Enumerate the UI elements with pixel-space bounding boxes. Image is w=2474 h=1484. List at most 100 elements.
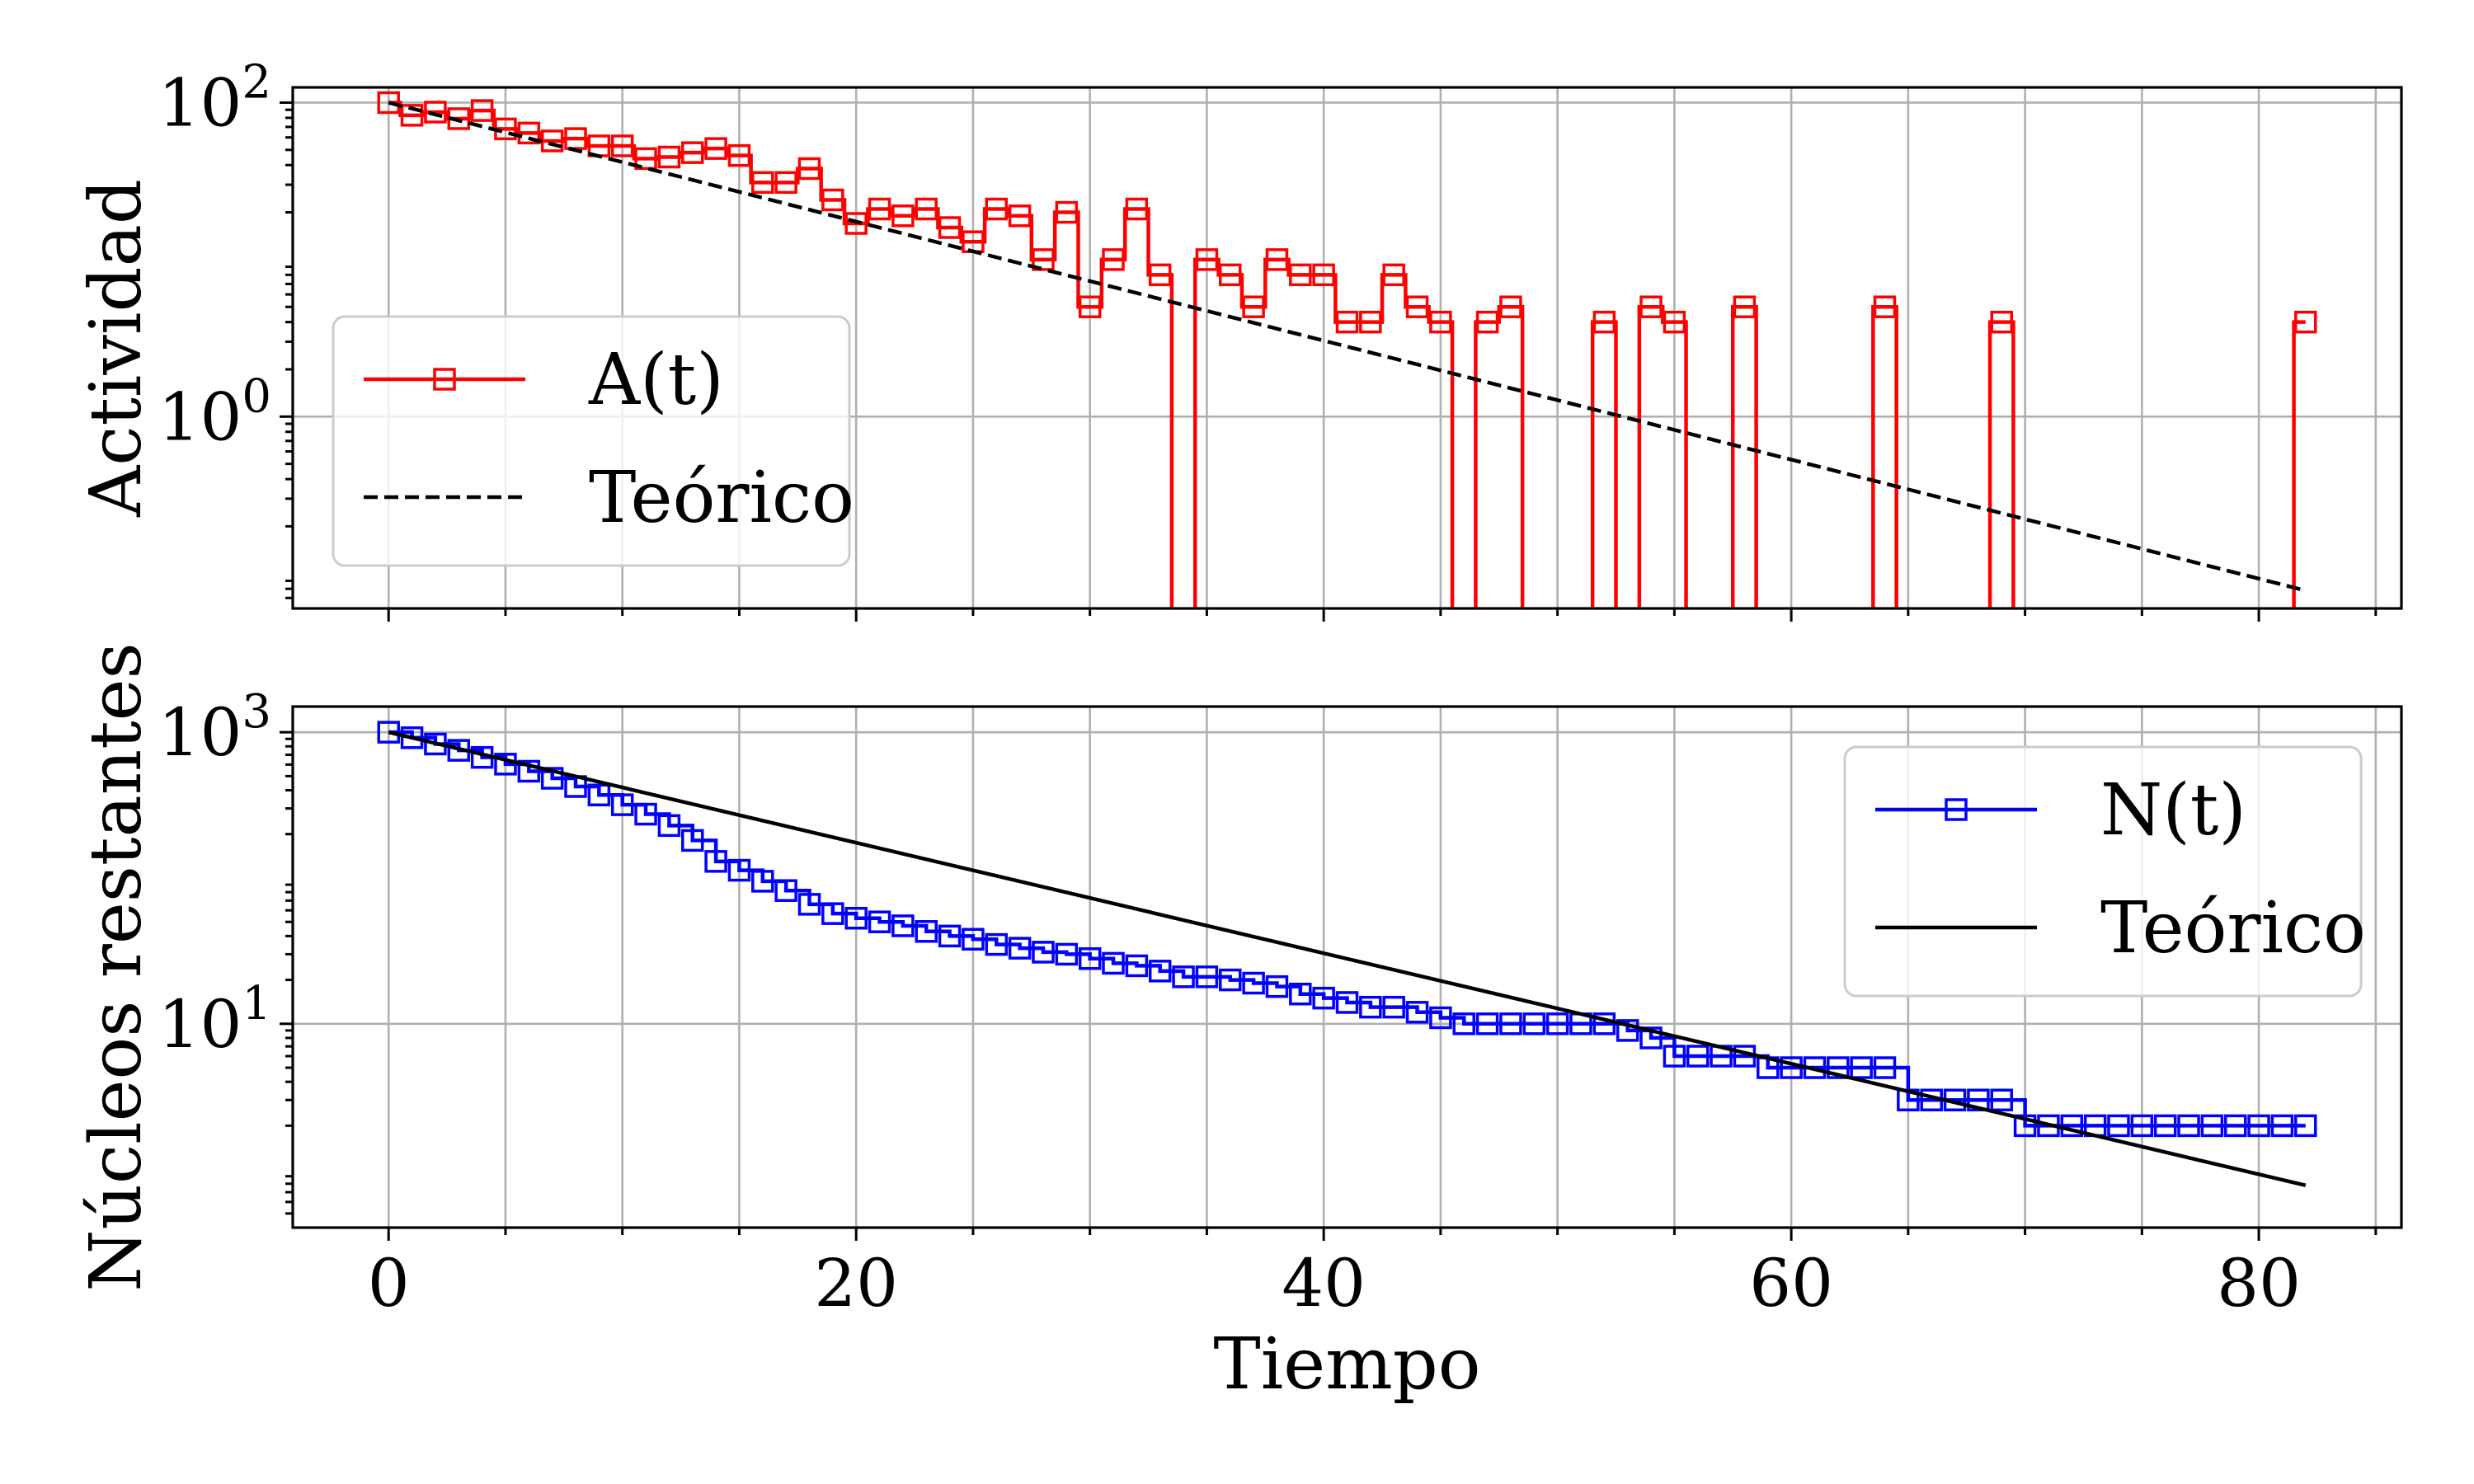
data-point bbox=[1312, 263, 1335, 287]
data-point bbox=[704, 850, 727, 873]
series-line-a-t bbox=[388, 101, 2306, 608]
data-point bbox=[657, 814, 681, 838]
data-point bbox=[2247, 1114, 2270, 1138]
data-point bbox=[1195, 248, 1219, 271]
y-axis-label: Núcleos restantes bbox=[75, 642, 158, 1291]
data-point bbox=[1686, 1045, 1710, 1068]
data-point bbox=[2153, 1114, 2177, 1138]
series-line-teorico bbox=[388, 730, 2307, 1187]
data-point bbox=[634, 147, 657, 171]
data-point bbox=[2223, 1114, 2247, 1138]
data-point bbox=[517, 121, 541, 145]
data-point bbox=[1102, 248, 1125, 271]
data-point bbox=[1265, 248, 1289, 271]
data-point bbox=[751, 870, 774, 893]
data-point bbox=[1242, 295, 1265, 318]
y-tick-label: 102 bbox=[158, 55, 271, 141]
data-point bbox=[1102, 951, 1125, 975]
data-point bbox=[517, 759, 541, 783]
data-point bbox=[1148, 263, 1172, 287]
data-point bbox=[704, 137, 727, 160]
data-point bbox=[844, 212, 868, 235]
data-point bbox=[400, 104, 424, 127]
data-point bbox=[938, 216, 962, 239]
legend-label-teorico: Teórico bbox=[589, 457, 854, 539]
data-point bbox=[2060, 1114, 2084, 1138]
data-point bbox=[751, 171, 774, 195]
data-point bbox=[1148, 960, 1172, 983]
data-point bbox=[891, 914, 915, 937]
data-point bbox=[868, 910, 891, 933]
data-point bbox=[1663, 1045, 1686, 1068]
data-point bbox=[1522, 1012, 1546, 1036]
legend: N(t) Teórico bbox=[1843, 745, 2366, 998]
data-point bbox=[938, 924, 962, 948]
activity-chart-panel: 100 102 A(t) Teórico Actividad bbox=[75, 55, 2403, 622]
data-point bbox=[1592, 1012, 1616, 1036]
data-point bbox=[1125, 954, 1149, 978]
nuclei-chart-panel: 0 20 40 60 80 101 103 N(t) Teórico Núcleos restan… bbox=[75, 642, 2403, 1406]
data-point bbox=[915, 920, 938, 943]
data-point bbox=[962, 928, 985, 951]
y-tick-label: 103 bbox=[158, 685, 271, 771]
data-point bbox=[1078, 946, 1102, 970]
data-point bbox=[400, 726, 424, 749]
legend-marker bbox=[1945, 798, 1968, 821]
legend-label-teorico: Teórico bbox=[2100, 887, 2366, 970]
legend-label-a-t: A(t) bbox=[588, 339, 724, 421]
data-point bbox=[844, 906, 868, 930]
data-point bbox=[1639, 1026, 1663, 1050]
data-point bbox=[1335, 310, 1359, 334]
data-point bbox=[1967, 1088, 1990, 1112]
series-teorico bbox=[388, 730, 2307, 1187]
data-point bbox=[1592, 310, 1616, 334]
data-point bbox=[2200, 1114, 2224, 1138]
data-point bbox=[985, 932, 1009, 956]
data-point bbox=[774, 171, 797, 195]
data-point bbox=[540, 767, 564, 790]
data-point bbox=[774, 879, 797, 902]
data-point bbox=[1265, 974, 1289, 998]
y-tick-label: 100 bbox=[158, 369, 271, 455]
data-point bbox=[1195, 965, 1219, 989]
data-point bbox=[2270, 1114, 2294, 1138]
data-point bbox=[1827, 1056, 1850, 1079]
data-point bbox=[1032, 248, 1055, 271]
data-point bbox=[587, 783, 611, 807]
series-a-t bbox=[377, 91, 2317, 608]
x-axis-label: Tiempo bbox=[1213, 1323, 1480, 1406]
data-point bbox=[1405, 295, 1429, 318]
x-tick-label: 20 bbox=[814, 1245, 898, 1322]
data-point bbox=[1289, 263, 1312, 287]
data-point bbox=[1733, 295, 1757, 318]
data-point bbox=[1990, 310, 2013, 334]
data-point bbox=[1335, 991, 1359, 1014]
data-point bbox=[2130, 1114, 2154, 1138]
legend-label-n-t: N(t) bbox=[2100, 769, 2246, 852]
data-point bbox=[1499, 1012, 1522, 1036]
data-point bbox=[657, 145, 681, 169]
data-point bbox=[985, 197, 1009, 221]
data-point bbox=[821, 902, 844, 925]
data-point bbox=[1289, 982, 1312, 1006]
y-axis-label: Actividad bbox=[75, 179, 158, 518]
data-point bbox=[1055, 200, 1079, 224]
data-point bbox=[1990, 1088, 2013, 1112]
data-point bbox=[1639, 295, 1663, 318]
data-point bbox=[1219, 263, 1242, 287]
data-point bbox=[2107, 1114, 2130, 1138]
data-point bbox=[1008, 937, 1032, 960]
data-point bbox=[1850, 1056, 1873, 1079]
data-point bbox=[1008, 204, 1032, 228]
data-point bbox=[1499, 295, 1522, 318]
x-tick-label: 40 bbox=[1282, 1245, 1366, 1322]
data-point bbox=[1475, 1012, 1499, 1036]
legend: A(t) Teórico bbox=[332, 315, 854, 567]
data-point bbox=[1125, 197, 1149, 221]
data-point bbox=[797, 893, 821, 916]
data-point bbox=[2177, 1114, 2200, 1138]
data-point bbox=[1172, 965, 1195, 989]
data-point bbox=[1219, 968, 1242, 992]
x-tick-label: 60 bbox=[1749, 1245, 1833, 1322]
data-point bbox=[681, 829, 704, 852]
